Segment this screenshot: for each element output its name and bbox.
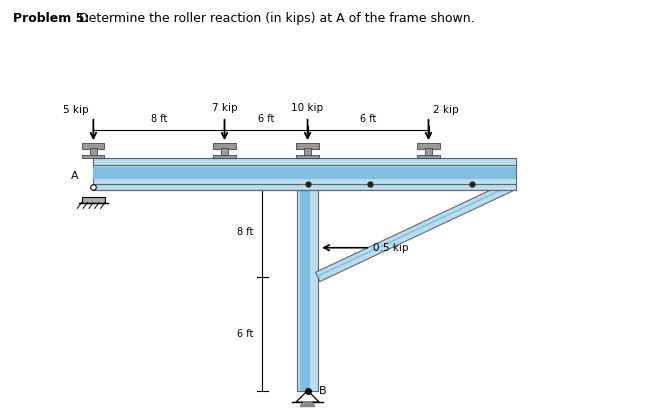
Bar: [90, 148, 97, 157]
Text: 10 kip: 10 kip: [291, 103, 324, 113]
Text: Determine the roller reaction (in kips) at A of the frame shown.: Determine the roller reaction (in kips) …: [75, 12, 475, 25]
Bar: [304, 148, 311, 157]
Bar: [93, 184, 516, 190]
Bar: [82, 143, 104, 149]
Text: 8 ft: 8 ft: [237, 227, 253, 237]
Bar: [93, 158, 516, 165]
Bar: [82, 197, 105, 202]
Polygon shape: [296, 390, 319, 402]
Polygon shape: [317, 185, 510, 277]
Bar: [221, 148, 228, 157]
Text: 6 ft: 6 ft: [237, 329, 253, 339]
Bar: [296, 143, 319, 149]
Bar: [214, 155, 236, 158]
Bar: [417, 143, 439, 149]
Text: 8 ft: 8 ft: [151, 114, 167, 124]
Text: B: B: [319, 386, 327, 397]
Text: 6 ft: 6 ft: [258, 114, 274, 124]
Text: 0.5 kip: 0.5 kip: [373, 243, 409, 253]
Polygon shape: [315, 182, 512, 282]
Bar: [93, 160, 516, 184]
Bar: [425, 148, 432, 157]
Bar: [296, 155, 319, 158]
Text: Problem 5:: Problem 5:: [13, 12, 89, 25]
Bar: [300, 186, 310, 390]
Text: 5 kip: 5 kip: [63, 105, 89, 115]
Text: 2 kip: 2 kip: [433, 105, 458, 115]
Text: 7 kip: 7 kip: [212, 103, 237, 113]
Bar: [93, 167, 516, 179]
Bar: [417, 155, 439, 158]
Polygon shape: [300, 402, 315, 406]
Bar: [214, 143, 236, 149]
Bar: [82, 155, 104, 158]
Text: 6 ft: 6 ft: [360, 114, 376, 124]
Bar: [297, 186, 318, 390]
Text: A: A: [71, 171, 79, 181]
